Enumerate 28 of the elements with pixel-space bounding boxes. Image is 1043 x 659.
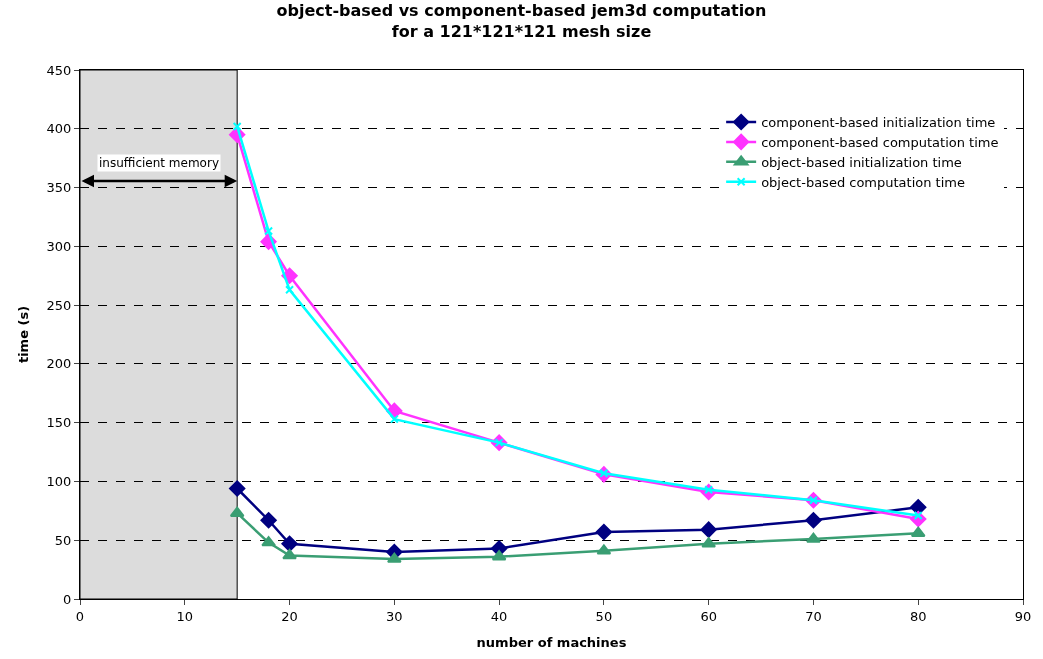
x-tick-label: 90 (1014, 608, 1032, 624)
chart-title: object-based vs component-based jem3d computation for a 121*121*121 mesh size (276, 1, 767, 42)
y-tick-label: 250 (46, 297, 72, 313)
x-tick-label: 10 (176, 608, 194, 624)
y-tick-label: 50 (54, 532, 72, 548)
band-label: insufficient memory (99, 156, 219, 170)
y-tick-label: 0 (63, 591, 72, 607)
y-tick-label: 300 (46, 238, 72, 254)
y-tick-label: 100 (46, 473, 72, 489)
legend-label: component-based initialization time (761, 115, 996, 131)
legend-label: object-based initialization time (761, 154, 962, 170)
x-tick-label: 50 (595, 608, 613, 624)
x-axis-title: number of machines (476, 635, 627, 651)
x-tick-label: 80 (909, 608, 927, 624)
x-tick-label: 70 (805, 608, 822, 624)
y-tick-label: 400 (46, 121, 72, 137)
x-tick-label: 40 (490, 608, 508, 624)
legend-label: object-based computation time (761, 174, 965, 190)
x-tick-label: 0 (75, 608, 85, 624)
y-tick-label: 450 (46, 62, 72, 78)
y-tick-label: 150 (46, 415, 72, 431)
x-tick-label: 30 (386, 608, 403, 624)
x-tick-label: 20 (281, 608, 298, 624)
y-tick-label: 350 (46, 180, 72, 196)
y-axis-title: time (s) (15, 305, 31, 364)
x-tick-label: 60 (700, 608, 717, 624)
legend-label: component-based computation time (761, 134, 999, 150)
y-tick-label: 200 (46, 356, 72, 372)
